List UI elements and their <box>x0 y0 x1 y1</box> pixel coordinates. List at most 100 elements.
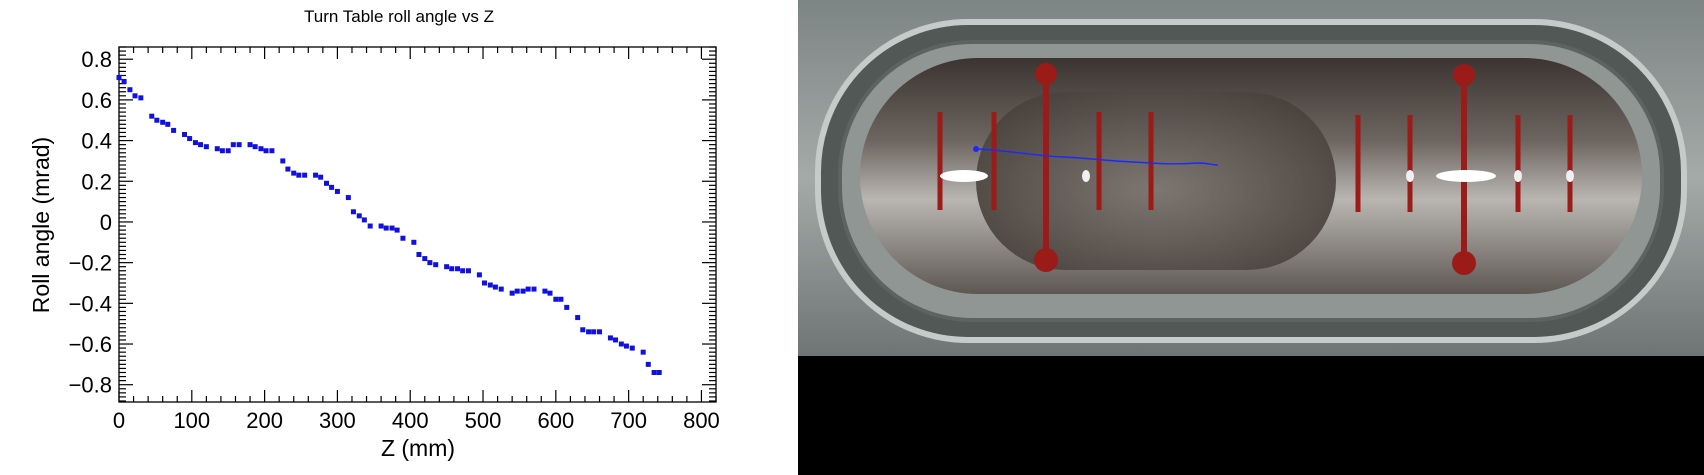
x-tick-label: 0 <box>113 408 125 433</box>
data-point <box>520 288 526 294</box>
data-point <box>182 131 188 137</box>
data-point <box>318 174 324 180</box>
x-tick-label: 100 <box>173 408 210 433</box>
roll-angle-scatter-chart: Turn Table roll angle vs Z 0 100 200 300 400… <box>28 7 720 461</box>
data-point <box>553 296 559 302</box>
data-point <box>280 158 286 164</box>
y-tick-label: 0.6 <box>81 88 112 113</box>
data-point <box>629 345 635 351</box>
data-point <box>367 223 373 229</box>
data-point <box>580 327 586 333</box>
y-tick-label: 0.4 <box>81 129 112 154</box>
data-point <box>465 268 471 274</box>
data-point <box>476 272 482 278</box>
x-tick-label: 300 <box>319 408 356 433</box>
y-tick-label: −0.2 <box>69 251 112 276</box>
air-bubble <box>976 92 1336 270</box>
data-point <box>492 284 498 290</box>
data-point <box>651 370 657 376</box>
data-point <box>263 148 269 154</box>
data-point <box>269 148 275 154</box>
data-point <box>149 113 155 119</box>
data-point <box>640 349 646 355</box>
data-point <box>258 146 264 152</box>
data-point <box>525 286 531 292</box>
y-axis-title: Roll angle (mrad) <box>28 137 54 313</box>
data-point <box>203 144 209 150</box>
x-tick-label: 800 <box>683 408 720 433</box>
data-point <box>575 315 581 321</box>
chart-title: Turn Table roll angle vs Z <box>304 7 494 26</box>
x-tick-label: 600 <box>537 408 574 433</box>
bubble-level-photo <box>798 0 1704 475</box>
data-point <box>334 188 340 194</box>
data-point <box>455 266 461 272</box>
y-tick-label: −0.8 <box>69 373 112 398</box>
data-point <box>198 142 204 148</box>
data-point <box>171 127 177 133</box>
data-point <box>296 172 302 178</box>
data-point <box>329 184 335 190</box>
data-point <box>323 180 329 186</box>
data-point <box>531 286 537 292</box>
y-axis-ticks <box>119 46 716 402</box>
bubble-level-photo-icon <box>798 0 1704 356</box>
data-point <box>487 282 493 288</box>
data-point <box>252 144 258 150</box>
data-point <box>165 121 171 127</box>
data-point <box>127 87 133 93</box>
data-point <box>389 225 395 231</box>
data-point <box>514 288 520 294</box>
data-point <box>285 166 291 172</box>
data-point <box>350 209 356 215</box>
data-point <box>433 262 439 268</box>
data-point <box>225 148 231 154</box>
data-point <box>400 235 406 241</box>
data-point <box>656 370 662 376</box>
x-axis-title: Z (mm) <box>381 435 455 461</box>
data-point <box>187 136 193 142</box>
data-point <box>416 252 422 258</box>
data-point <box>607 335 613 341</box>
data-point <box>378 223 384 229</box>
data-point <box>481 280 487 286</box>
data-point <box>586 329 592 335</box>
data-point <box>138 95 144 101</box>
data-point <box>394 227 400 233</box>
data-point <box>302 172 308 178</box>
y-tick-label: 0.2 <box>81 169 112 194</box>
data-point <box>542 288 548 294</box>
y-tick-label: 0.8 <box>81 47 112 72</box>
x-tick-label: 400 <box>392 408 429 433</box>
data-point <box>645 361 651 367</box>
data-point <box>422 256 428 262</box>
data-point <box>498 286 504 292</box>
data-point <box>460 268 466 274</box>
data-point <box>558 296 564 302</box>
data-point <box>132 93 138 99</box>
data-point <box>383 225 389 231</box>
y-tick-label: −0.4 <box>69 291 112 316</box>
data-point <box>411 239 417 245</box>
data-point <box>361 217 367 223</box>
x-tick-label: 200 <box>246 408 283 433</box>
data-point <box>121 79 127 85</box>
data-point <box>219 148 225 154</box>
data-point <box>230 142 236 148</box>
data-point <box>444 264 450 270</box>
x-axis-ticks <box>118 47 717 402</box>
data-markers <box>116 75 662 376</box>
data-point <box>427 260 433 266</box>
y-axis-tick-labels: −0.8 −0.6 −0.4 −0.2 0 0.2 0.4 0.6 0.8 <box>69 47 112 398</box>
data-point <box>449 266 455 272</box>
data-point <box>356 213 362 219</box>
data-point <box>192 140 198 146</box>
data-point <box>154 117 160 123</box>
data-point <box>214 146 220 152</box>
data-point <box>547 290 553 296</box>
data-point <box>313 172 319 178</box>
y-tick-label: −0.6 <box>69 332 112 357</box>
chart-panel: Turn Table roll angle vs Z 0 100 200 300 400… <box>0 0 798 475</box>
x-tick-label: 700 <box>610 408 647 433</box>
data-point <box>597 329 603 335</box>
